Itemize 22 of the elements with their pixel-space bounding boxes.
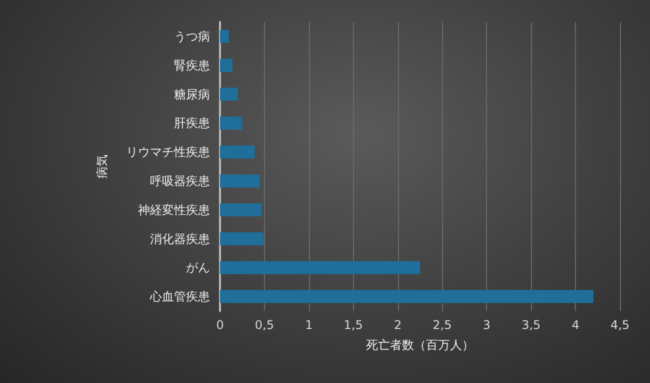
x-tick-label: 0	[216, 318, 224, 332]
y-tick-label: 消化器疾患	[150, 232, 210, 246]
y-tick-label: 神経変性疾患	[138, 202, 210, 217]
x-tick-label: 2,5	[432, 318, 452, 332]
x-tick-label: 3,5	[522, 318, 541, 332]
y-tick-label: リウマチ性疾患	[126, 145, 210, 160]
x-tick-label: 1,5	[344, 318, 363, 332]
y-tick-label: 腎疾患	[174, 58, 210, 72]
y-tick-label: うつ病	[174, 29, 210, 44]
x-tick-label: 0,5	[254, 318, 274, 332]
x-axis-title: 死亡者数（百万人）	[366, 338, 474, 352]
y-tick-label: 肝疾患	[174, 116, 210, 130]
x-tick-label: 4	[572, 318, 580, 332]
x-tick-label: 3	[482, 318, 490, 332]
y-tick-label: 糖尿病	[174, 87, 210, 102]
x-tick-label: 2	[394, 318, 402, 332]
y-tick-label: 心血管疾患	[149, 290, 210, 304]
x-tick-label: 1	[305, 318, 313, 332]
y-tick-label: がん	[186, 260, 210, 275]
y-tick-label: 呼吸器疾患	[150, 174, 210, 188]
x-tick-label: 4,5	[610, 318, 630, 332]
y-axis-title: 病気	[95, 154, 109, 178]
